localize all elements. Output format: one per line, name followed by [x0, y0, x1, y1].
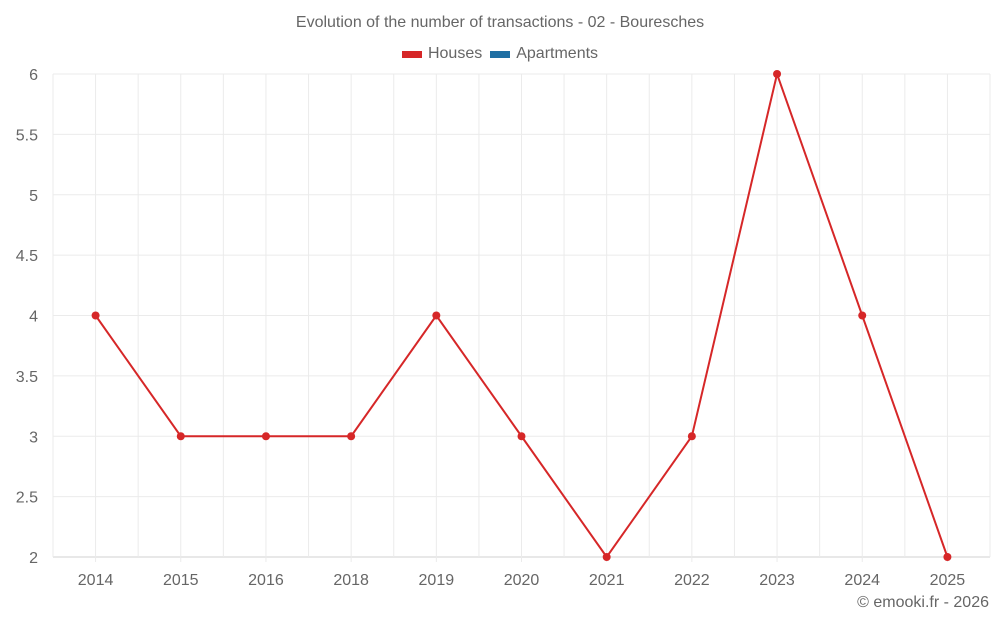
y-tick-label: 3: [29, 429, 38, 446]
y-tick-label: 2.5: [16, 490, 38, 507]
x-tick-label: 2015: [163, 572, 199, 589]
y-tick-label: 5: [29, 188, 38, 205]
legend: Houses Apartments: [0, 45, 1000, 63]
data-point[interactable]: [773, 70, 782, 78]
legend-item-houses[interactable]: Houses: [401, 45, 483, 63]
data-point[interactable]: [261, 432, 270, 441]
x-tick-label: 2020: [504, 572, 540, 589]
x-tick-label: 2016: [248, 572, 284, 589]
apartments-swatch-icon: [490, 50, 511, 58]
y-tick-label: 3.5: [16, 369, 38, 386]
x-tick-label: 2024: [844, 572, 880, 589]
data-point[interactable]: [91, 311, 100, 320]
legend-label-apartments: Apartments: [516, 45, 599, 62]
x-tick-label: 2022: [674, 572, 710, 589]
data-point[interactable]: [858, 311, 867, 320]
y-tick-label: 4.5: [16, 248, 38, 265]
data-point[interactable]: [687, 432, 696, 441]
x-tick-label: 2019: [419, 572, 455, 589]
x-tick-label: 2025: [930, 572, 966, 589]
data-point[interactable]: [347, 432, 356, 441]
x-tick-label: 2018: [333, 572, 369, 589]
x-tick-label: 2021: [589, 572, 625, 589]
data-point[interactable]: [176, 432, 185, 441]
credit-text: © emooki.fr - 2026: [857, 594, 989, 611]
houses-swatch-icon: [401, 50, 422, 58]
data-point[interactable]: [517, 432, 526, 441]
legend-item-apartments[interactable]: Apartments: [490, 45, 598, 63]
y-tick-label: 2: [29, 550, 38, 567]
x-tick-label: 2014: [78, 572, 114, 589]
data-point[interactable]: [602, 553, 611, 561]
chart-title: Evolution of the number of transactions …: [295, 14, 705, 31]
y-tick-label: 4: [29, 309, 38, 326]
legend-label-houses: Houses: [427, 45, 483, 62]
y-tick-label: 6: [29, 67, 38, 84]
data-point[interactable]: [943, 553, 952, 561]
x-tick-label: 2023: [759, 572, 795, 589]
y-tick-label: 5.5: [16, 127, 38, 144]
data-point[interactable]: [432, 311, 441, 320]
